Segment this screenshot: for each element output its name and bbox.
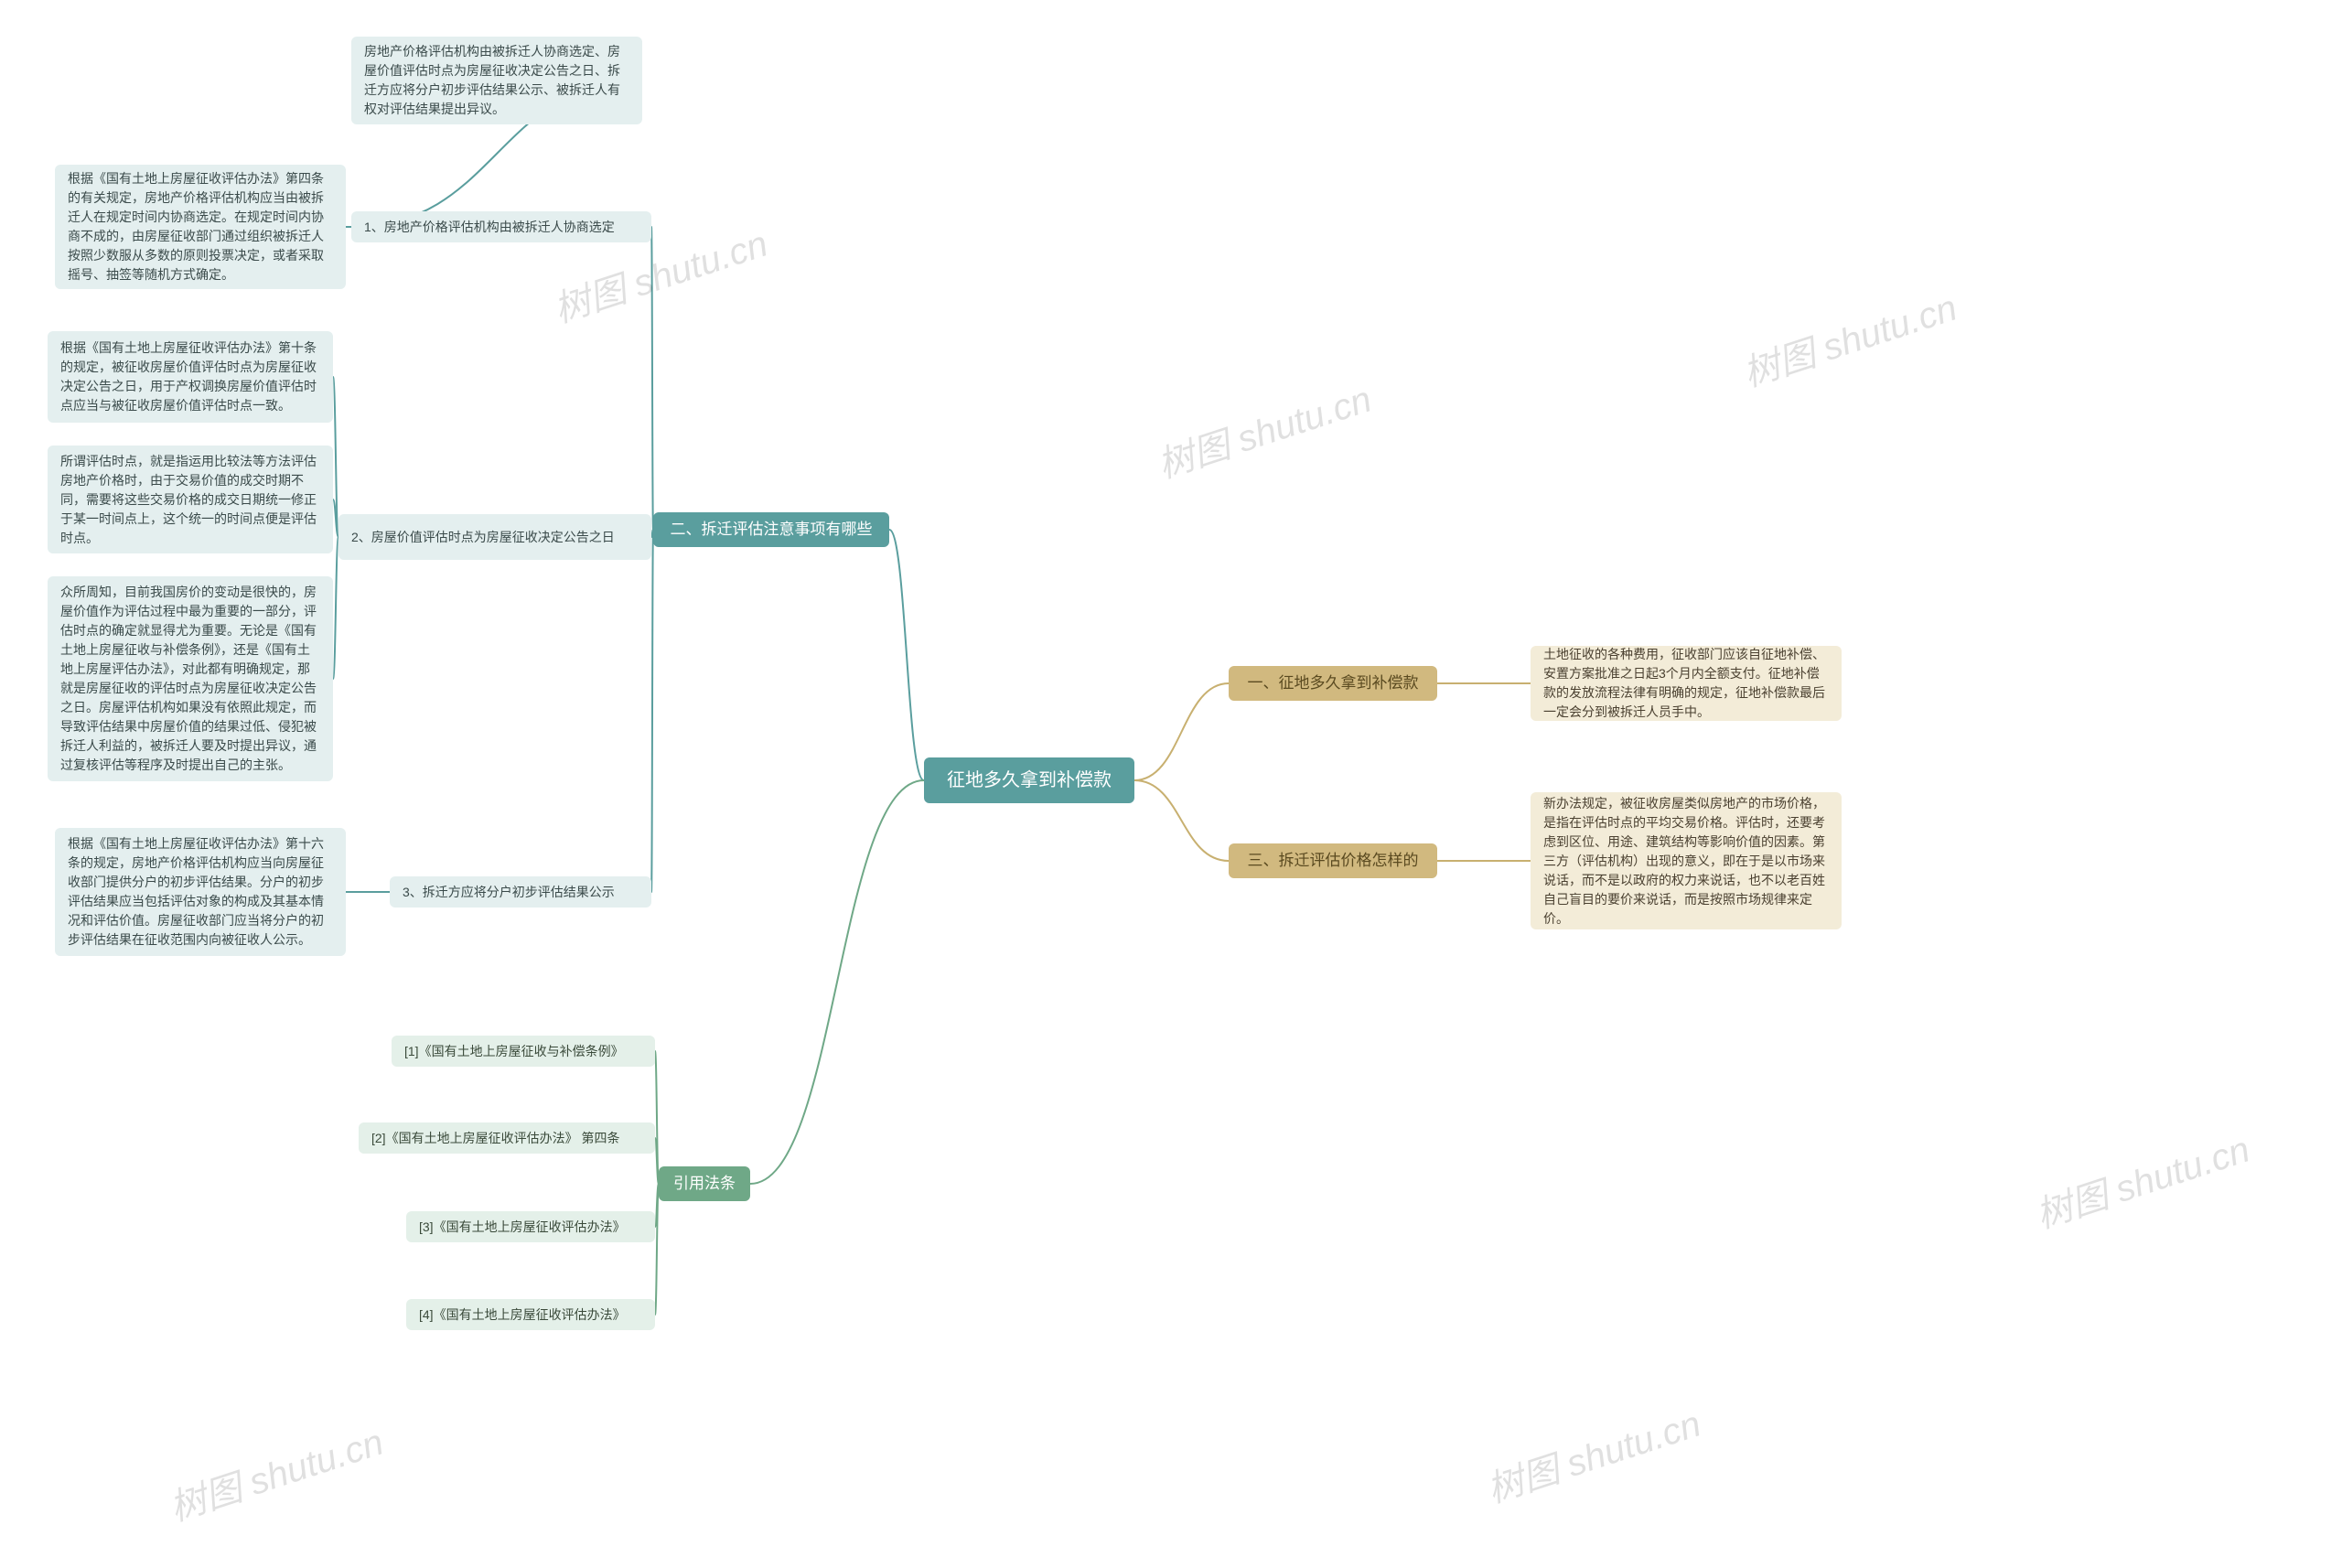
detail-node: 房地产价格评估机构由被拆迁人协商选定、房屋价值评估时点为房屋征收决定公告之日、拆… xyxy=(351,37,642,124)
leaf-node[interactable]: [3]《国有土地上房屋征收评估办法》 xyxy=(406,1211,655,1242)
edge xyxy=(333,377,338,537)
leaf-node[interactable]: 3、拆迁方应将分户初步评估结果公示 xyxy=(390,876,651,908)
leaf-node[interactable]: [4]《国有土地上房屋征收评估办法》 xyxy=(406,1299,655,1330)
leaf-node[interactable]: 1、房地产价格评估机构由被拆迁人协商选定 xyxy=(351,211,651,242)
edge xyxy=(750,780,924,1184)
edge xyxy=(655,1184,659,1315)
edge xyxy=(651,530,653,892)
leaf-node[interactable]: 新办法规定，被征收房屋类似房地产的市场价格，是指在评估时点的平均交易价格。评估时… xyxy=(1531,792,1842,929)
watermark: 树图 shutu.cn xyxy=(1735,278,1962,397)
edge xyxy=(1134,780,1229,861)
leaf-node[interactable]: 2、房屋价值评估时点为房屋征收决定公告之日 xyxy=(338,514,651,560)
branch-node[interactable]: 一、征地多久拿到补偿款 xyxy=(1229,666,1437,701)
leaf-node[interactable]: [1]《国有土地上房屋征收与补偿条例》 xyxy=(392,1036,655,1067)
branch-node[interactable]: 引用法条 xyxy=(659,1166,750,1201)
detail-node: 根据《国有土地上房屋征收评估办法》第十条的规定，被征收房屋价值评估时点为房屋征收… xyxy=(48,331,333,423)
edge xyxy=(655,1051,659,1184)
root-node[interactable]: 征地多久拿到补偿款 xyxy=(924,757,1134,803)
edge xyxy=(651,227,653,530)
detail-node: 众所周知，目前我国房价的变动是很快的，房屋价值作为评估过程中最为重要的一部分，评… xyxy=(48,576,333,781)
leaf-node[interactable]: [2]《国有土地上房屋征收评估办法》 第四条 xyxy=(359,1122,655,1154)
edge xyxy=(1134,683,1229,780)
detail-node: 根据《国有土地上房屋征收评估办法》第十六条的规定，房地产价格评估机构应当向房屋征… xyxy=(55,828,346,956)
watermark: 树图 shutu.cn xyxy=(2028,1120,2255,1239)
edge xyxy=(889,530,924,780)
branch-node[interactable]: 三、拆迁评估价格怎样的 xyxy=(1229,843,1437,878)
detail-node: 所谓评估时点，就是指运用比较法等方法评估房地产价格时，由于交易价值的成交时期不同… xyxy=(48,446,333,553)
edge xyxy=(333,537,338,679)
watermark: 树图 shutu.cn xyxy=(1479,1394,1706,1513)
branch-node[interactable]: 二、拆迁评估注意事项有哪些 xyxy=(653,512,889,547)
leaf-node[interactable]: 土地征收的各种费用，征收部门应该自征地补偿、安置方案批准之日起3个月内全额支付。… xyxy=(1531,646,1842,721)
watermark: 树图 shutu.cn xyxy=(1150,370,1377,489)
detail-node: 根据《国有土地上房屋征收评估办法》第四条的有关规定，房地产价格评估机构应当由被拆… xyxy=(55,165,346,289)
watermark: 树图 shutu.cn xyxy=(162,1412,389,1531)
